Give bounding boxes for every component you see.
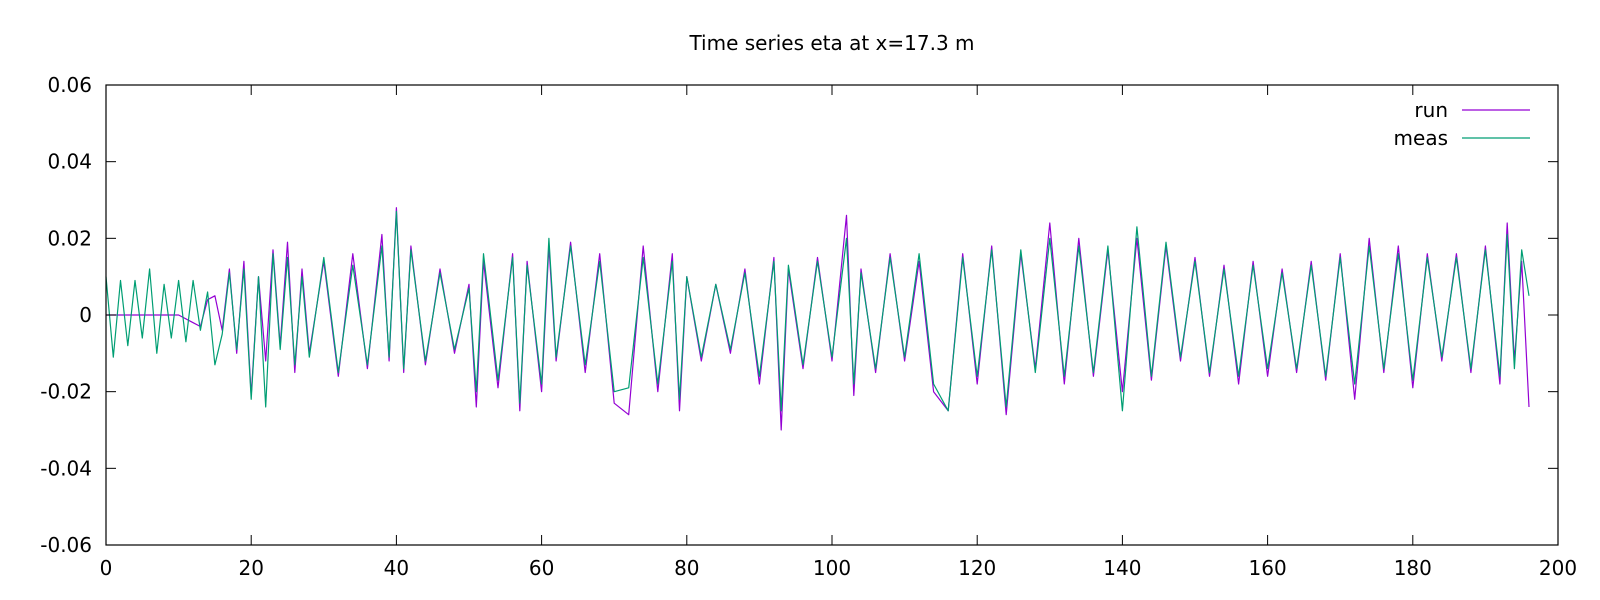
y-tick-label: -0.04	[40, 456, 92, 480]
x-tick-label: 0	[100, 556, 113, 580]
legend-label-run: run	[1414, 98, 1448, 122]
plot-area	[105, 207, 1530, 431]
legend: run meas	[1394, 98, 1530, 150]
x-tick-label: 20	[238, 556, 263, 580]
y-tick-label: 0.04	[47, 150, 92, 174]
x-tick-label: 160	[1249, 556, 1287, 580]
y-tick-label: -0.06	[40, 533, 92, 557]
x-tick-label: 80	[674, 556, 699, 580]
y-tick-label: -0.02	[40, 380, 92, 404]
y-tick-label: 0.02	[47, 226, 92, 250]
series-line-meas	[105, 210, 1530, 412]
series-line-run	[106, 207, 1530, 431]
x-tick-label: 120	[958, 556, 996, 580]
y-tick-label: 0.06	[47, 73, 92, 97]
x-tick-label: 200	[1539, 556, 1577, 580]
chart-title: Time series eta at x=17.3 m	[688, 31, 974, 55]
x-tick-label: 140	[1103, 556, 1141, 580]
y-tick-label: 0	[79, 303, 92, 327]
plot-frame	[105, 84, 1559, 546]
legend-label-meas: meas	[1394, 126, 1448, 150]
x-tick-label: 40	[384, 556, 409, 580]
axes: 0 20 40 60 80 100 120 140 160 180 200 0.06 0.04 0.02 0…	[40, 73, 1577, 580]
x-tick-label: 100	[813, 556, 851, 580]
x-tick-label: 60	[529, 556, 554, 580]
x-tick-label: 180	[1394, 556, 1432, 580]
